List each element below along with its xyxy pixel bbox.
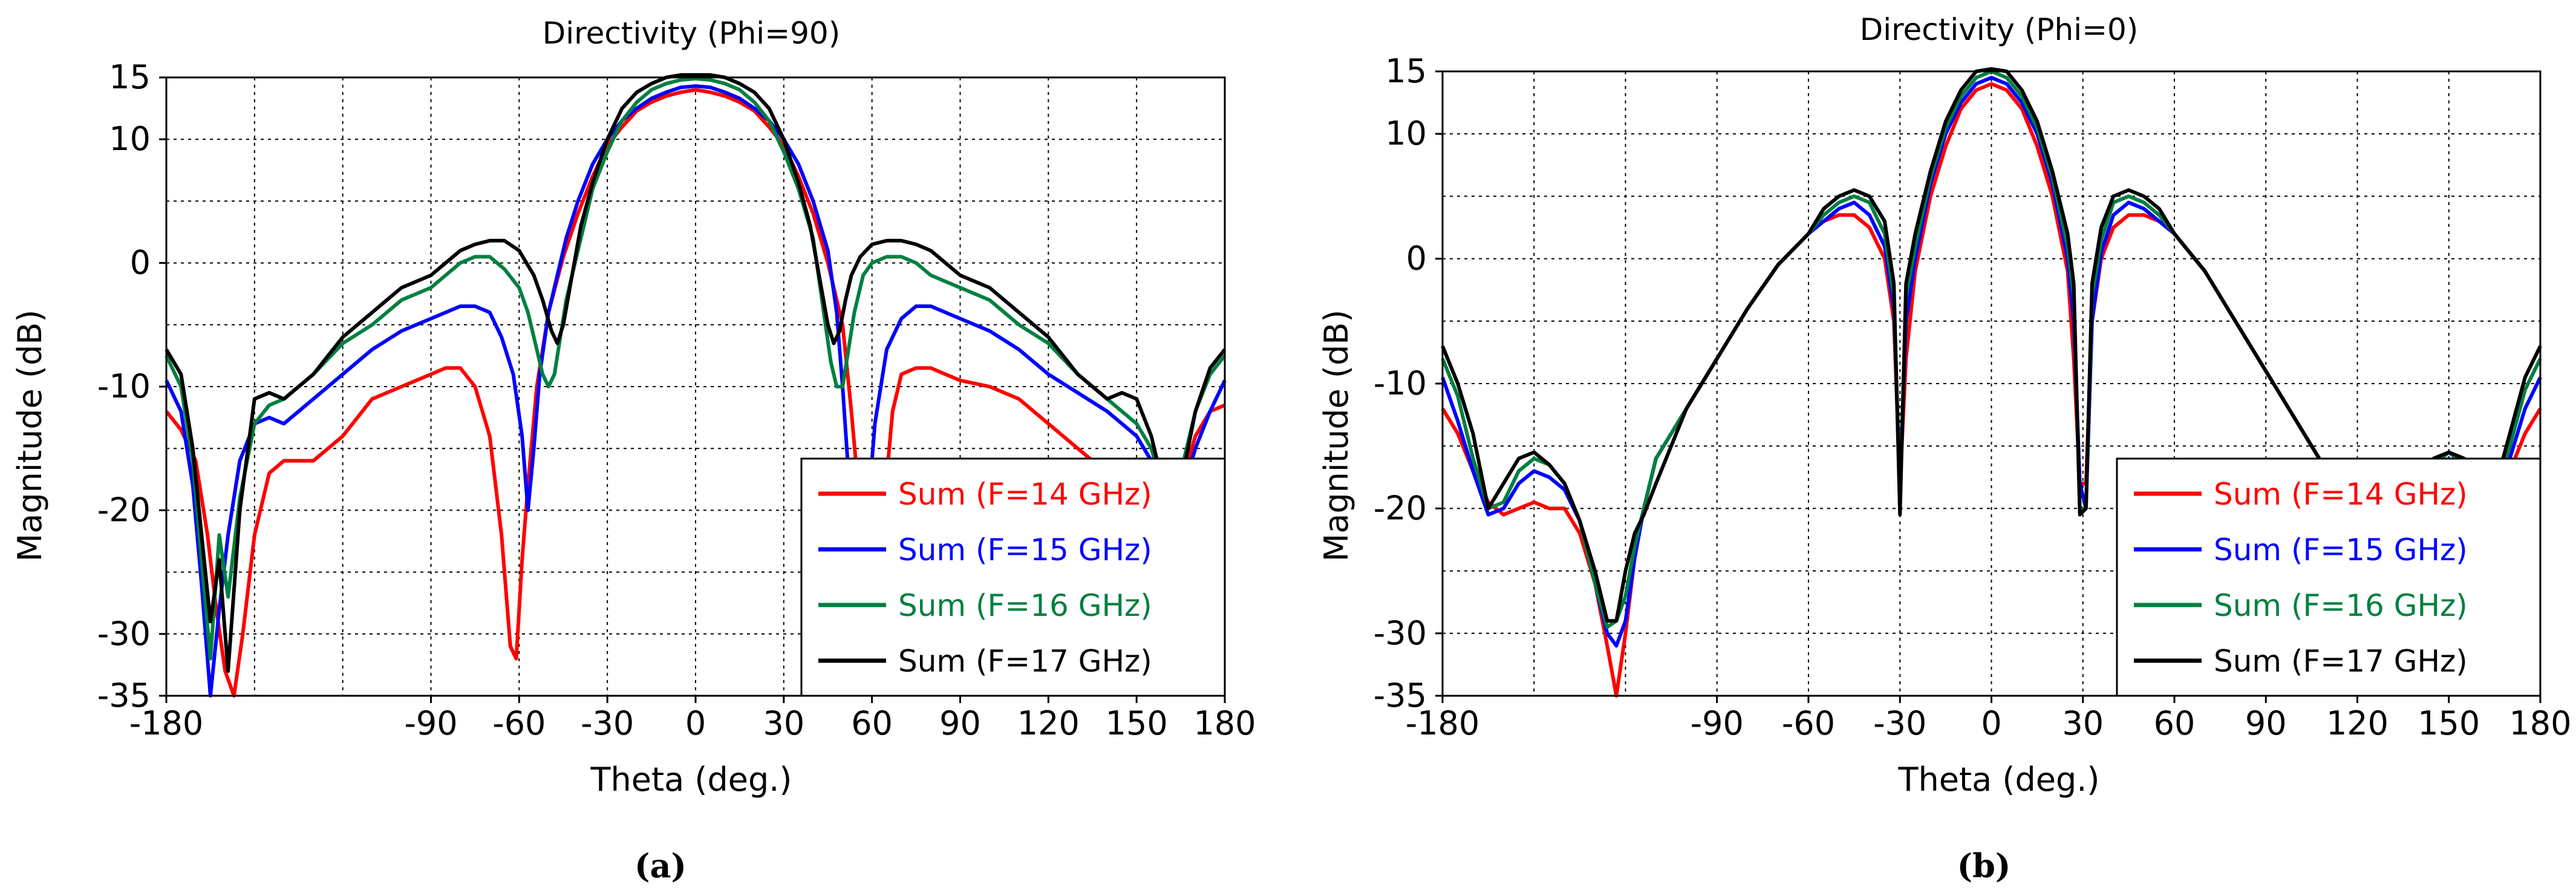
y-axis-label-b: Magnitude (dB) xyxy=(1317,310,1355,562)
y-tick-label-a: -20 xyxy=(97,491,151,529)
legend-b: Sum (F=14 GHz) Sum (F=15 GHz) Sum (F=16 GH… xyxy=(2116,457,2542,697)
x-tick-label-a: -180 xyxy=(129,704,204,742)
x-axis-label-a: Theta (deg.) xyxy=(590,761,792,799)
series-line-a-3 xyxy=(165,77,1227,661)
legend-a: Sum (F=14 GHz) Sum (F=15 GHz) Sum (F=16 GH… xyxy=(800,457,1226,697)
legend-label-a-1: Sum (F=14 GHz) xyxy=(898,477,1152,512)
series-line-a-1 xyxy=(165,88,1226,698)
x-tick-label-a: -30 xyxy=(581,704,634,742)
y-tick-label-b: -10 xyxy=(1374,364,1427,402)
legend-label-b-2: Sum (F=15 GHz) xyxy=(2214,532,2468,568)
x-tick-label-a: 180 xyxy=(1193,704,1256,742)
x-tick-label-a: 120 xyxy=(1017,704,1080,742)
x-tick-label-b: -30 xyxy=(1873,704,1926,742)
chart-panel-b: Directivity (Phi=0) Theta (deg.) Magnitu… xyxy=(1270,0,2576,893)
y-tick-label-b: 15 xyxy=(1385,52,1427,90)
y-tick-label-a: -10 xyxy=(97,367,151,405)
y-tick-label-a: 15 xyxy=(109,58,151,96)
panel-caption-a: (a) xyxy=(634,846,686,885)
x-tick-label-b: 0 xyxy=(1981,704,2001,742)
series-line-a-2 xyxy=(165,84,1227,698)
x-tick-label-a: -60 xyxy=(492,704,546,742)
series-line-a-4 xyxy=(165,73,1227,673)
y-tick-label-a: 0 xyxy=(130,244,151,282)
x-tick-label-b: 30 xyxy=(2062,704,2104,742)
x-tick-label-a: 30 xyxy=(763,704,804,742)
y-tick-label-b: -35 xyxy=(1374,676,1427,715)
y-tick-label-b: 10 xyxy=(1385,114,1427,152)
panel-a-background xyxy=(0,0,1270,893)
x-tick-label-b: -180 xyxy=(1406,704,1480,742)
x-tick-label-b: 180 xyxy=(2509,704,2571,742)
panel-caption-b: (b) xyxy=(1957,846,2011,885)
legend-label-b-4: Sum (F=17 GHz) xyxy=(2214,644,2468,679)
legend-box-b xyxy=(2116,457,2542,697)
chart-panel-a: Directivity (Phi=90) Theta (deg.) Magnit… xyxy=(0,0,1270,893)
y-tick-label-b: -20 xyxy=(1374,489,1427,527)
y-tick-label-a: -35 xyxy=(97,676,151,715)
legend-label-a-3: Sum (F=16 GHz) xyxy=(898,588,1152,623)
y-tick-label-b: 0 xyxy=(1406,240,1427,278)
y-tick-label-a: -30 xyxy=(97,615,151,653)
x-tick-label-a: 90 xyxy=(939,704,981,742)
legend-label-b-3: Sum (F=16 GHz) xyxy=(2214,588,2468,623)
legend-box-a xyxy=(800,457,1226,697)
y-tick-label-b: -30 xyxy=(1374,614,1427,652)
y-axis-label-a: Magnitude (dB) xyxy=(11,310,49,562)
chart-title-b: Directivity (Phi=0) xyxy=(1860,12,2139,47)
chart-title-a: Directivity (Phi=90) xyxy=(543,16,840,51)
x-tick-label-a: 0 xyxy=(685,704,706,742)
x-tick-label-a: 60 xyxy=(851,704,893,742)
legend-label-a-2: Sum (F=15 GHz) xyxy=(898,532,1152,568)
x-axis-label-b: Theta (deg.) xyxy=(1898,761,2100,799)
x-tick-label-b: 120 xyxy=(2326,704,2389,742)
legend-label-b-1: Sum (F=14 GHz) xyxy=(2214,477,2468,512)
y-tick-label-a: 10 xyxy=(109,120,151,158)
x-tick-label-b: 60 xyxy=(2154,704,2196,742)
x-tick-label-a: -90 xyxy=(404,704,457,742)
x-tick-label-b: 90 xyxy=(2245,704,2287,742)
x-tick-label-a: 150 xyxy=(1106,704,1168,742)
x-tick-label-b: 150 xyxy=(2418,704,2480,742)
x-tick-label-b: -60 xyxy=(1782,704,1835,742)
legend-label-a-4: Sum (F=17 GHz) xyxy=(898,644,1152,679)
x-tick-label-b: -90 xyxy=(1691,704,1744,742)
